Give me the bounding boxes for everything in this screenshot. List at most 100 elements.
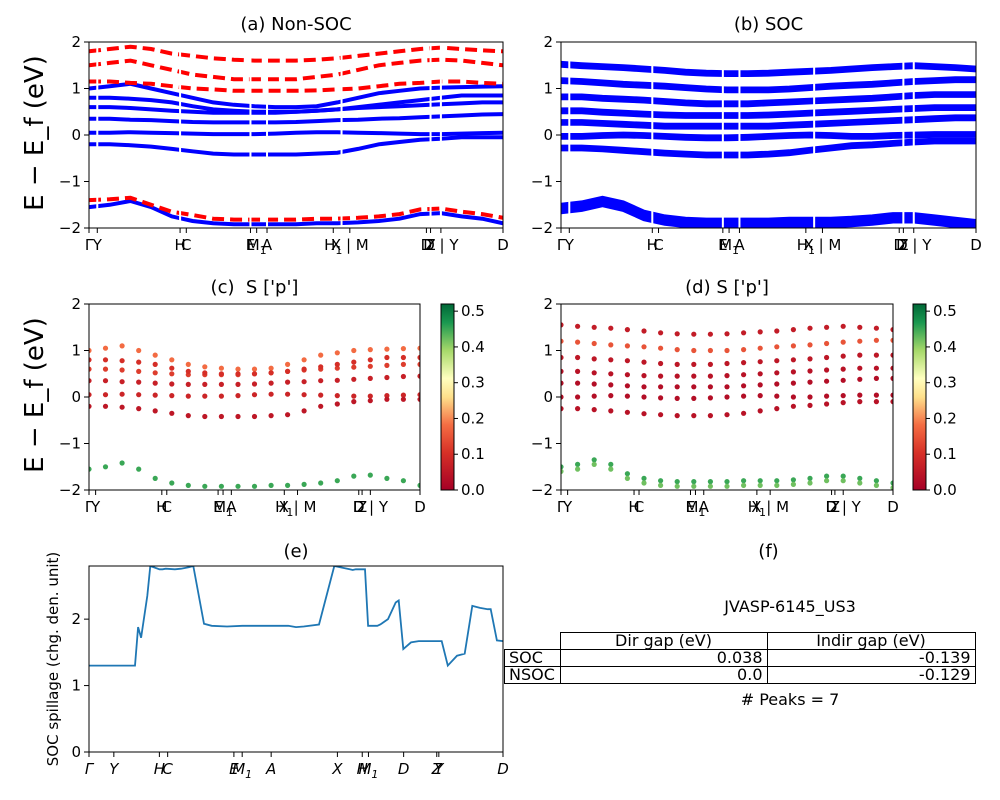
panel-e-xtick-label: Y [109, 760, 120, 778]
panel-c-point [318, 364, 324, 370]
panel-b-band-0 [561, 60, 976, 75]
panel-d-point [641, 475, 647, 481]
panel-c-point [235, 366, 241, 372]
panel-e-xtick-label: H [154, 760, 165, 778]
panel-b-band-5 [561, 131, 976, 139]
panel-d-point [807, 356, 813, 362]
panel-e-ytick-label: 2 [71, 610, 81, 628]
panel-c-point [89, 357, 92, 363]
panel-d-point [608, 466, 614, 472]
panel-c-point [285, 482, 291, 488]
panel-c-point [119, 367, 125, 373]
spillage-line [89, 566, 503, 668]
panel-d-point [691, 361, 697, 367]
panel-d-point [691, 395, 697, 401]
panel-c-point [136, 359, 142, 365]
panel-d-point [707, 347, 714, 354]
panel-c-title: (c) S ['p'] [210, 277, 299, 298]
panel-b-title: (b) SOC [733, 14, 804, 35]
panel-d-point [790, 481, 797, 487]
panel-a-ytick-label: 0 [71, 126, 81, 144]
panel-d-point [691, 331, 697, 337]
panel-c-ytick-label: 0 [71, 388, 81, 406]
panel-b-xtick-label: C [653, 236, 663, 254]
panel-e-xtick-label: E [229, 760, 239, 778]
panel-d-point [824, 324, 830, 330]
panel-d-point [807, 402, 813, 408]
panel-d-point [824, 401, 830, 407]
panel-d-point [674, 483, 680, 489]
panel-d-point [707, 384, 714, 390]
panel-c-point [417, 373, 420, 379]
panel-d-point [624, 383, 631, 389]
panel-c-point [334, 393, 340, 399]
colorbar-d [912, 303, 927, 491]
panel-c-point [102, 392, 109, 398]
panel-c-point [367, 357, 373, 363]
panel-d-point [641, 359, 647, 365]
panel-d-point [873, 365, 880, 371]
panel-c-point [169, 393, 175, 399]
panel-c-point [152, 475, 158, 481]
panel-c-point [185, 381, 191, 387]
panel-d-point [790, 394, 797, 400]
panel-d-point [741, 393, 747, 399]
panel-c-point [301, 366, 307, 372]
panel-b-band-4 [561, 114, 976, 127]
panel-d-point [591, 457, 597, 463]
panel-c-point [218, 381, 224, 387]
panel-d-ytick-label: 0 [543, 388, 553, 406]
panel-d-point [641, 384, 647, 390]
panel-d-point [561, 468, 564, 474]
panel-c-point [301, 481, 307, 487]
panel-d-point [624, 372, 631, 378]
panel-c-point [301, 379, 307, 385]
panel-d-point [658, 412, 664, 418]
panel-c-point [367, 393, 373, 399]
panel-c-point [89, 392, 92, 398]
panel-d-point [774, 358, 780, 364]
panel-c-point [251, 371, 258, 377]
panel-a-xtick-label: X | M [331, 236, 369, 254]
panel-d-point [674, 413, 680, 419]
panel-d-point [824, 340, 830, 347]
panel-d-point [608, 382, 614, 388]
panel-e-xtick-label: H [357, 760, 368, 778]
panel-c-point [334, 478, 340, 484]
panel-d-point [873, 399, 880, 405]
table-row-label: SOC [504, 649, 561, 667]
panel-a-xtick-label: C [181, 236, 191, 254]
panel-c-xtick-label: D | Y [353, 498, 389, 516]
panel-b-xtick-label: D [970, 236, 982, 254]
panel-d-point [624, 358, 631, 364]
panel-c-point [251, 413, 258, 420]
panel-c-ytick-label: −2 [59, 481, 81, 499]
panel-c-point [136, 347, 142, 354]
panel-e-xtick-label: X [331, 760, 343, 778]
panel-d-ytick-label: 2 [543, 295, 553, 313]
panel-c-point [136, 392, 142, 398]
ylabel-middle: E − E_f (eV) [20, 317, 50, 473]
panel-e-ytick-label: 1 [71, 677, 81, 695]
panel-c-ytick-label: 2 [71, 295, 81, 313]
panel-d-point [691, 384, 697, 390]
panel-c-point [318, 480, 324, 486]
colorbar-d-tick-label: 0.4 [933, 338, 957, 356]
panel-d-point [757, 371, 763, 377]
panel-d-point [591, 407, 597, 413]
panel-c-point [202, 381, 208, 387]
panel-c-point [136, 466, 142, 472]
panel-c-point [218, 371, 224, 377]
panel-c-point [136, 368, 142, 374]
panel-d-point [741, 410, 747, 416]
panel-c-point [89, 378, 92, 384]
panel-d-point [608, 342, 614, 348]
panel-c-point [351, 347, 357, 354]
panel-d-point [774, 406, 780, 412]
panel-c-point [400, 354, 406, 361]
panel-a-band-2 [89, 112, 503, 125]
panel-d-point [724, 394, 730, 400]
panel-a-band-6 [89, 198, 503, 227]
panel-a-band-10 [89, 195, 503, 222]
panel-c-point [400, 361, 406, 367]
